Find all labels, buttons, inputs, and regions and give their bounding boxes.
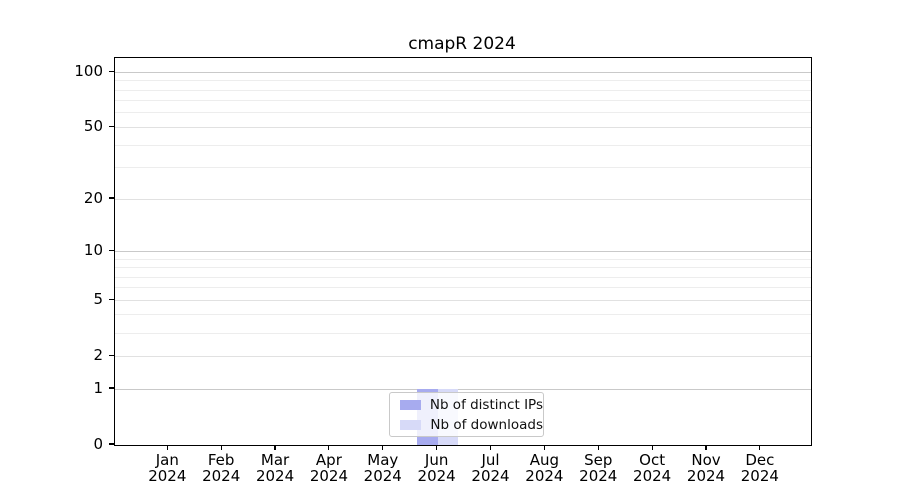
x-tick-mark-feb [220,445,222,450]
y-tick-mark-5 [109,298,114,300]
gridline-6 [115,287,811,289]
x-tick-label-jul-2024: Jul 2024 [471,451,510,485]
x-tick-mark-dec [759,445,761,450]
gridline-7 [115,276,811,278]
x-tick-label-jun-2024: Jun 2024 [417,451,456,485]
x-tick-label-nov-2024: Nov 2024 [686,451,726,485]
y-tick-mark-2 [109,354,114,356]
y-tick-mark-50 [109,125,114,127]
gridline-2 [115,355,811,357]
x-tick-label-sep-2024: Sep 2024 [579,451,618,485]
gridline-80 [115,89,811,91]
x-tick-label-dec-2024: Dec 2024 [740,451,779,485]
gridline-100 [115,71,811,73]
legend: Nb of distinct IPs Nb of downloads [389,392,544,437]
gridline-4 [115,314,811,316]
y-tick-label-100: 100 [74,62,103,81]
x-tick-label-may-2024: May 2024 [363,451,402,485]
y-tick-label-0: 0 [93,435,103,453]
x-tick-label-jan-2024: Jan 2024 [148,451,187,485]
y-tick-mark-100 [109,70,114,72]
y-tick-label-50: 50 [83,117,103,136]
legend-item-distinct-ips: Nb of distinct IPs [400,396,543,413]
x-tick-mark-jul [489,445,492,450]
legend-item-downloads: Nb of downloads [400,416,543,433]
legend-label-distinct-ips: Nb of distinct IPs [429,396,543,413]
x-tick-label-feb-2024: Feb 2024 [202,451,241,485]
gridline-3 [115,332,811,334]
y-tick-mark-20 [109,197,114,199]
y-tick-label-20: 20 [83,189,103,208]
y-tick-label-1: 1 [93,379,103,397]
gridline-30 [115,167,811,169]
x-tick-label-apr-2024: Apr 2024 [309,451,348,485]
gridline-70 [115,100,811,102]
chart-title: cmapR 2024 [408,34,516,54]
y-tick-mark-10 [109,249,114,251]
gridline-60 [115,112,811,114]
x-tick-mark-may [382,445,384,450]
x-tick-mark-jan [166,445,168,450]
legend-swatch-downloads [400,419,422,430]
gridline-10 [115,250,811,252]
gridline-20 [115,198,811,200]
plot-area: Nb of distinct IPs Nb of downloads [114,57,812,446]
gridline-1 [115,388,811,390]
x-tick-mark-apr [328,445,330,450]
gridline-5 [115,299,811,301]
x-tick-mark-aug [543,445,545,450]
y-tick-mark-1 [109,387,114,389]
x-tick-label-oct-2024: Oct 2024 [633,451,672,485]
gridline-50 [115,126,811,128]
x-tick-mark-nov [705,445,707,450]
legend-label-downloads: Nb of downloads [430,416,543,433]
x-tick-mark-oct [651,445,653,450]
y-tick-mark-0 [109,443,114,445]
x-tick-label-aug-2024: Aug 2024 [525,451,564,485]
x-tick-mark-jun [436,445,438,450]
y-tick-label-10: 10 [83,241,103,260]
gridline-9 [115,258,811,260]
x-tick-mark-sep [597,445,599,450]
x-tick-label-mar-2024: Mar 2024 [255,451,295,485]
gridline-8 [115,267,811,268]
gridline-90 [115,80,811,82]
legend-swatch-distinct-ips [400,399,421,410]
y-tick-label-5: 5 [93,290,103,309]
y-tick-label-2: 2 [93,346,103,365]
gridline-40 [115,144,811,146]
x-tick-mark-mar [274,445,276,450]
